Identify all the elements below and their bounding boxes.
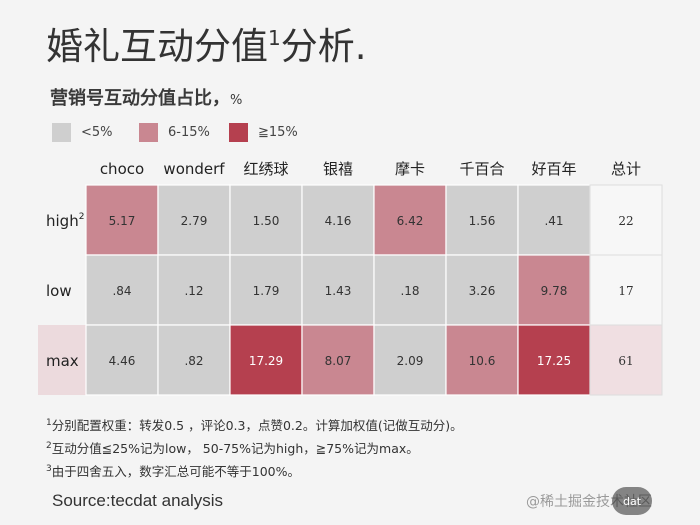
legend-label-mid: 6-15%: [168, 124, 210, 140]
column-header-5: 千百合: [459, 160, 504, 178]
column-header-4: 摩卡: [395, 160, 425, 178]
column-header-7: 总计: [611, 160, 641, 178]
cell-value-max-4: 2.09: [397, 354, 424, 368]
cell-max-3: [301, 324, 375, 396]
cell-high-0: [85, 184, 159, 256]
row-label-max: max: [46, 352, 79, 370]
cell-value-max-5: 10.6: [469, 354, 496, 368]
footnote-3: 3由于四舍五入，数字汇总可能不等于100%。: [46, 463, 300, 479]
cell-value-high-6: .41: [544, 214, 563, 228]
legend-swatch-mid: [139, 122, 158, 142]
cell-value-high-4: 6.42: [397, 214, 424, 228]
cell-value-low-2: 1.79: [253, 284, 280, 298]
cell-low-6: [517, 254, 591, 326]
cell-value-low-0: .84: [112, 284, 131, 298]
legend-item-high: ≧15%: [229, 122, 298, 142]
column-header-3: 银禧: [323, 160, 353, 178]
legend-label-high: ≧15%: [258, 124, 298, 140]
cell-value-low-5: 3.26: [469, 284, 496, 298]
cell-low-0: [85, 254, 159, 326]
cell-high-5: [445, 184, 519, 256]
row-label-low: low: [46, 282, 72, 300]
column-header-1: wonderf: [163, 160, 225, 178]
cell-value-max-3: 8.07: [325, 354, 352, 368]
chart-title: 营销号互动分值占比，%: [50, 88, 243, 109]
cell-max-6: [517, 324, 591, 396]
cell-value-max-2: 17.29: [249, 354, 283, 368]
total-cell-max: [589, 324, 663, 396]
footnote-2: 2互动分值≦25%记为low， 50-75%记为high，≧75%记为max。: [46, 440, 419, 456]
column-header-6: 好百年: [531, 160, 576, 178]
cell-value-low-6: 9.78: [541, 284, 568, 298]
cell-value-max-1: .82: [184, 354, 203, 368]
legend-item-mid: 6-15%: [139, 122, 210, 142]
cell-value-high-5: 1.56: [469, 214, 496, 228]
cell-value-low-3: 1.43: [325, 284, 352, 298]
cell-high-2: [229, 184, 303, 256]
cell-high-3: [301, 184, 375, 256]
legend-swatch-high: [229, 122, 248, 142]
source-line: Source:tecdat analysis: [52, 491, 224, 510]
cell-value-max-0: 4.46: [109, 354, 136, 368]
page-title: 婚礼互动分值1分析.: [46, 25, 367, 68]
cell-max-1: [157, 324, 231, 396]
row-label-high: high2: [46, 212, 84, 230]
legend-label-low: <5%: [81, 124, 113, 140]
cell-max-5: [445, 324, 519, 396]
total-value-high: 22: [618, 214, 633, 228]
total-value-low: 17: [618, 284, 633, 298]
cell-value-max-6: 17.25: [537, 354, 571, 368]
watermark-badge: dat: [612, 487, 652, 515]
column-header-0: choco: [100, 160, 144, 178]
cell-max-4: [373, 324, 447, 396]
cell-value-low-4: .18: [400, 284, 419, 298]
footnote-1: 1分别配置权重：转发0.5 ，评论0.3，点赞0.2。计算加权值(记做互动分)。: [46, 417, 463, 433]
total-value-max: 61: [618, 354, 633, 368]
column-header-2: 红绣球: [243, 160, 288, 178]
cell-value-high-0: 5.17: [109, 214, 136, 228]
total-cell-low: [589, 254, 663, 326]
cell-value-high-1: 2.79: [181, 214, 208, 228]
cell-max-2: [229, 324, 303, 396]
cell-value-high-3: 4.16: [325, 214, 352, 228]
cell-value-high-2: 1.50: [253, 214, 280, 228]
cell-value-low-1: .12: [184, 284, 203, 298]
legend-item-low: <5%: [52, 122, 113, 142]
total-cell-high: [589, 184, 663, 256]
cell-low-3: [301, 254, 375, 326]
cell-high-4: [373, 184, 447, 256]
cell-high-6: [517, 184, 591, 256]
legend-swatch-low: [52, 122, 71, 142]
